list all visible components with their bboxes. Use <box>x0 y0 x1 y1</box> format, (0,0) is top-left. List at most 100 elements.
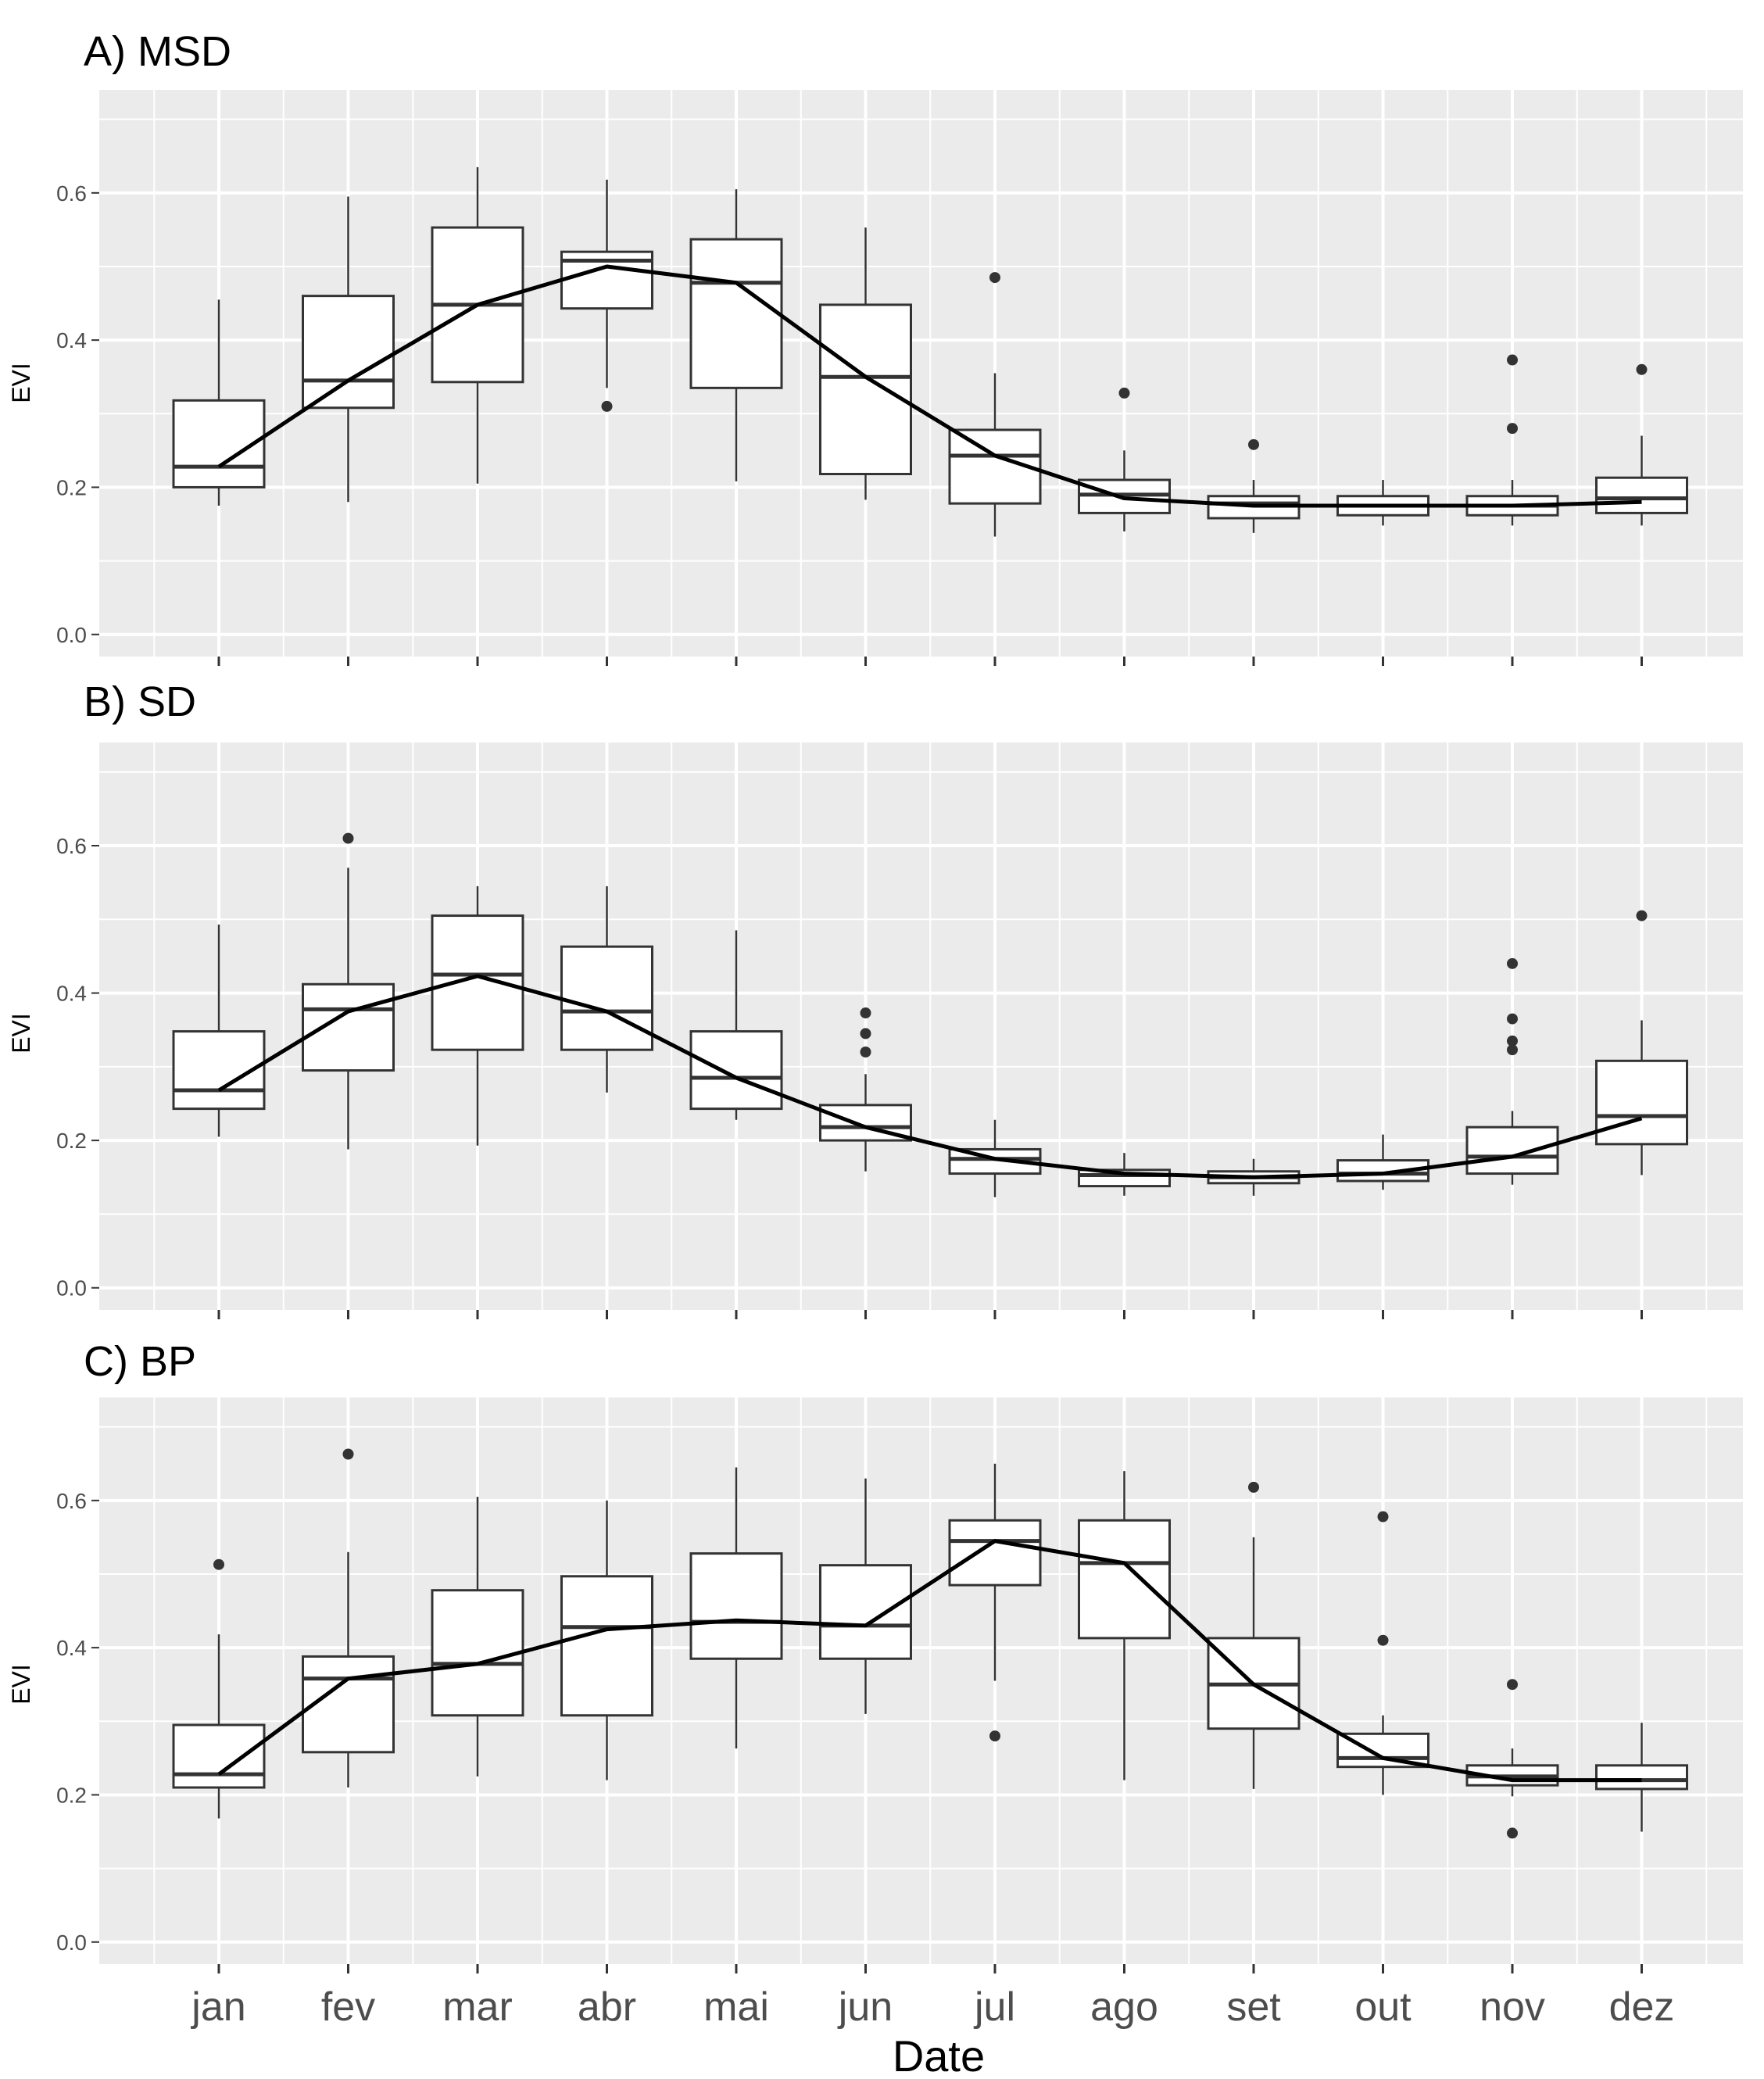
outlier-point <box>860 1007 871 1019</box>
y-tick-label: 0.0 <box>56 1930 87 1955</box>
trend-line <box>217 264 1642 508</box>
box-mar <box>431 1497 524 1777</box>
x-tick-label-nov: nov <box>1480 1984 1545 2030</box>
outlier-point <box>1636 910 1648 921</box>
box-set <box>1207 1481 1301 1789</box>
box-jan <box>172 1558 266 1819</box>
box-iqr <box>302 295 395 410</box>
box-iqr <box>819 1564 912 1660</box>
outlier-point <box>1507 1679 1518 1691</box>
outlier-point <box>1248 438 1259 450</box>
outlier-point <box>989 1730 1000 1742</box>
box-abr <box>560 886 653 1093</box>
box-iqr <box>302 982 395 1072</box>
box-nov <box>1465 957 1559 1185</box>
outlier-point <box>1118 387 1130 399</box>
box-fev <box>302 1448 395 1788</box>
box-iqr <box>560 1575 653 1717</box>
box-dez <box>1595 910 1688 1175</box>
trend-line <box>217 974 1643 1179</box>
outlier-point <box>1507 957 1518 969</box>
x-axis-labels: jan fev mar abr mai jun jul ago set out nov dez <box>190 1984 1674 2030</box>
box-fev <box>302 832 395 1150</box>
panel-a-title: A) MSD <box>84 28 231 75</box>
y-tick-label: 0.2 <box>56 475 87 499</box>
box-iqr <box>1078 1519 1171 1640</box>
box-iqr <box>948 1519 1042 1587</box>
box-iqr <box>302 1655 395 1754</box>
outlier-point <box>1507 1827 1518 1839</box>
box-iqr <box>1595 1059 1688 1146</box>
box-iqr <box>172 1723 266 1789</box>
box-jun <box>819 227 912 500</box>
box-fev <box>302 196 395 503</box>
box-jan <box>172 299 266 506</box>
x-tick-label-abr: abr <box>578 1984 636 2030</box>
box-iqr <box>560 945 653 1051</box>
y-tick-label: 0.0 <box>56 1276 87 1301</box>
outlier-point <box>1507 1013 1518 1025</box>
box-iqr <box>431 1589 524 1717</box>
y-tick-label: 0.6 <box>56 1489 87 1513</box>
panel-a-msd: 0.0 0.2 0.4 0.6 <box>56 90 1743 666</box>
outlier-point <box>1507 1035 1518 1047</box>
outlier-point <box>1377 1511 1389 1523</box>
outlier-point <box>342 1448 354 1460</box>
box-mai <box>689 930 783 1120</box>
box-jun <box>819 1478 912 1714</box>
outlier-point <box>1507 354 1518 366</box>
box-abr <box>560 1500 653 1780</box>
x-axis-title: Date <box>893 2031 985 2079</box>
outlier-point <box>342 832 354 844</box>
box-iqr <box>1465 1125 1559 1175</box>
panel-b-title: B) SD <box>84 678 196 725</box>
y-tick-label: 0.4 <box>56 328 87 352</box>
panel-c-y-axis-title: EVI <box>7 1664 35 1705</box>
x-tick-label-mai: mai <box>703 1984 769 2030</box>
y-tick-label: 0.2 <box>56 1783 87 1807</box>
y-tick-label: 0.2 <box>56 1129 87 1153</box>
outlier-point <box>1636 363 1648 375</box>
x-tick-label-set: set <box>1226 1984 1281 2030</box>
outlier-point <box>860 1028 871 1040</box>
outlier-point <box>601 400 613 412</box>
panel-c-bp: 0.0 0.2 0.4 0.6 <box>56 1397 1743 1973</box>
box-jul <box>948 1463 1042 1742</box>
x-tick-label-jan: jan <box>190 1984 245 2030</box>
outlier-point <box>1377 1634 1389 1646</box>
box-iqr <box>819 303 912 475</box>
box-dez <box>1595 363 1688 526</box>
box-ago <box>1078 1471 1171 1780</box>
x-tick-label-dez: dez <box>1609 1984 1675 2030</box>
y-tick-label: 0.0 <box>56 623 87 647</box>
outlier-point <box>1248 1481 1259 1493</box>
x-tick-label-fev: fev <box>321 1984 375 2030</box>
trend-line <box>217 1539 1642 1783</box>
y-tick-label: 0.4 <box>56 1636 87 1660</box>
y-tick-label: 0.6 <box>56 834 87 858</box>
panel-c-title: C) BP <box>84 1338 196 1385</box>
outlier-point <box>989 272 1000 284</box>
box-mai <box>689 189 783 481</box>
panel-b-sd: 0.0 0.2 0.4 0.6 <box>56 742 1743 1319</box>
x-tick-label-mar: mar <box>442 1984 513 2030</box>
box-iqr <box>689 1030 783 1111</box>
panel-b-y-axis-title: EVI <box>7 1013 35 1054</box>
x-tick-label-ago: ago <box>1090 1984 1158 2030</box>
x-tick-label-jul: jul <box>973 1984 1015 2030</box>
panel-a-y-axis-title: EVI <box>7 363 35 403</box>
x-tick-label-jun: jun <box>837 1984 893 2030</box>
outlier-point <box>1507 1044 1518 1056</box>
x-tick-label-out: out <box>1354 1984 1412 2030</box>
box-iqr <box>1595 476 1688 514</box>
outlier-point <box>1507 423 1518 435</box>
y-tick-label: 0.6 <box>56 181 87 206</box>
box-abr <box>560 179 653 412</box>
box-iqr <box>172 399 266 488</box>
outlier-point <box>213 1558 224 1570</box>
outlier-point <box>860 1047 871 1057</box>
box-iqr <box>1595 1764 1688 1791</box>
box-iqr <box>689 1552 783 1660</box>
box-iqr <box>689 238 783 389</box>
